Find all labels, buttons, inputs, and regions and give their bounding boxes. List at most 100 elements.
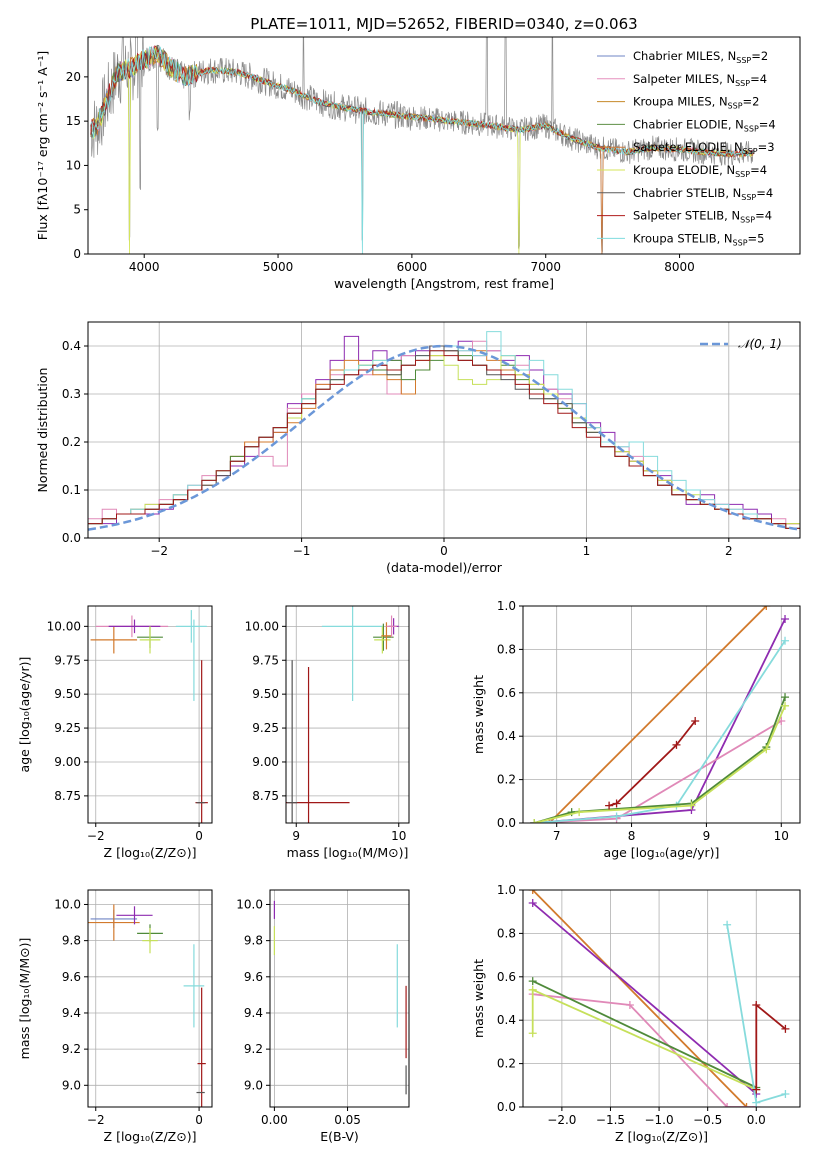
x-tick-label: −2.0 — [547, 1113, 576, 1127]
x-tick-label: 0.00 — [261, 1113, 288, 1127]
model-spectrum-line — [90, 46, 754, 254]
x-tick-label: 6000 — [397, 260, 428, 274]
weight-marker — [781, 615, 790, 624]
weight-marker — [575, 808, 584, 817]
y-tick-label: 9.4 — [62, 1006, 81, 1020]
y-tick-label: 9.00 — [252, 755, 279, 769]
weight-marker — [752, 1001, 761, 1010]
y-tick-label: 8.75 — [252, 789, 279, 803]
x-tick-label: −1.0 — [644, 1113, 673, 1127]
y-tick-label: 9.4 — [244, 1006, 263, 1020]
x-tick-label: 0.05 — [334, 1113, 361, 1127]
y-tick-label: 9.2 — [62, 1042, 81, 1056]
y-tick-label: 0.4 — [497, 729, 516, 743]
age-vs-Z-frame — [87, 605, 213, 824]
y-tick-label: 0.1 — [62, 483, 81, 497]
y-axis-label: age [log₁₀(age/yr)] — [17, 657, 32, 773]
spectrum-panel: Chabrier MILES, NSSP=2 Salpeter MILES, NS… — [35, 36, 801, 291]
x-tick-label: −1.5 — [596, 1113, 625, 1127]
x-tick-label: −2 — [87, 1113, 105, 1127]
x-axis-label: age [log₁₀(age/yr)] — [604, 845, 720, 860]
weight-marker — [752, 1085, 761, 1094]
x-tick-label: 0 — [440, 544, 448, 558]
x-axis-label: Z [log₁₀(Z/Z⊙)] — [104, 1129, 197, 1144]
x-tick-label: −0.5 — [693, 1113, 722, 1127]
y-tick-label: 0.6 — [497, 970, 516, 984]
y-tick-label: 9.75 — [54, 653, 81, 667]
x-tick-label: −2 — [87, 829, 105, 843]
y-axis-label: Flux [fλ10⁻¹⁷ erg cm⁻² s⁻¹ A⁻¹] — [35, 51, 50, 240]
weight-marker — [605, 801, 614, 810]
legend-label: Kroupa MILES, NSSP=2 — [633, 95, 759, 111]
x-tick-label: 7 — [553, 829, 561, 843]
weight-marker — [781, 693, 790, 702]
weight-marker — [625, 1001, 634, 1010]
mass-vs-Z-frame — [87, 889, 213, 1108]
weight-line — [532, 902, 757, 1095]
y-tick-label: 10.00 — [245, 619, 279, 633]
weight-line — [534, 640, 786, 823]
weight-marker — [742, 1103, 751, 1107]
legend-label: Kroupa ELODIE, NSSP=4 — [633, 163, 767, 179]
legend-label: Salpeter ELODIE, NSSP=3 — [633, 140, 775, 156]
y-tick-label: 9.8 — [62, 934, 81, 948]
y-tick-label: 10.0 — [54, 897, 81, 911]
weight-marker — [545, 819, 554, 823]
age-vs-Z-panel: −2 0 8.75 9.00 9.25 9.50 9.75 10.00 Z [log₁₀(Z/Z… — [17, 605, 213, 860]
weight-marker — [723, 920, 732, 929]
x-tick-label: 10 — [774, 829, 789, 843]
weight-marker — [687, 801, 696, 810]
x-tick-label: 8000 — [664, 260, 695, 274]
legend-label: Chabrier ELODIE, NSSP=4 — [633, 117, 776, 133]
x-tick-label: 2 — [725, 544, 733, 558]
y-tick-label: 1.0 — [497, 883, 516, 897]
y-tick-label: 9.8 — [244, 934, 263, 948]
weight-marker — [762, 745, 771, 754]
y-tick-label: 10.0 — [236, 897, 263, 911]
x-tick-label: 0 — [195, 829, 203, 843]
y-tick-label: 9.0 — [62, 1078, 81, 1092]
age-vs-Z-marks — [90, 610, 208, 823]
x-tick-label: 9 — [292, 829, 300, 843]
weight-vs-Z-marks — [528, 890, 790, 1107]
spectrum-marks — [90, 37, 754, 254]
y-axis-label: mass weight — [471, 675, 486, 754]
weight-vs-age-frame — [522, 605, 801, 824]
y-tick-label: 0.2 — [497, 773, 516, 787]
normal-curve — [88, 344, 800, 531]
y-tick-label: 0.8 — [497, 642, 516, 656]
x-tick-label: 5000 — [263, 260, 294, 274]
weight-line — [755, 1003, 786, 1090]
weight-line — [548, 606, 767, 823]
legend-label: Chabrier MILES, NSSP=2 — [633, 49, 768, 65]
y-tick-label: 10.00 — [47, 619, 81, 633]
weight-line — [532, 993, 757, 1107]
y-tick-label: 0.2 — [62, 435, 81, 449]
weight-marker — [723, 1103, 732, 1107]
mass-vs-EBV-panel: 0.00 0.05 9.0 9.2 9.4 9.6 9.8 10.0 E(B-V) — [236, 889, 410, 1144]
y-tick-label: 9.75 — [252, 653, 279, 667]
y-tick-label: 0.0 — [497, 816, 516, 830]
weight-marker — [528, 985, 537, 994]
x-tick-label: −1 — [293, 544, 311, 558]
y-tick-label: 0.6 — [497, 686, 516, 700]
y-tick-label: 0 — [73, 247, 81, 261]
weight-vs-Z-frame — [522, 889, 801, 1108]
y-tick-label: 9.0 — [244, 1078, 263, 1092]
y-tick-label: 1.0 — [497, 599, 516, 613]
x-tick-label: 4000 — [129, 260, 160, 274]
y-tick-label: 9.25 — [252, 721, 279, 735]
y-tick-label: 9.50 — [252, 687, 279, 701]
legend-label: 𝒩(0, 1) — [738, 337, 782, 351]
x-tick-label: 8 — [628, 829, 636, 843]
y-tick-label: 0.4 — [497, 1013, 516, 1027]
x-axis-label: Z [log₁₀(Z/Z⊙)] — [104, 845, 197, 860]
weight-line — [532, 980, 757, 1089]
y-axis-label: mass weight — [471, 959, 486, 1038]
y-tick-label: 9.2 — [244, 1042, 263, 1056]
y-tick-label: 20 — [66, 70, 81, 84]
x-tick-label: 9 — [703, 829, 711, 843]
x-tick-label: 7000 — [530, 260, 561, 274]
weight-marker — [672, 740, 681, 749]
